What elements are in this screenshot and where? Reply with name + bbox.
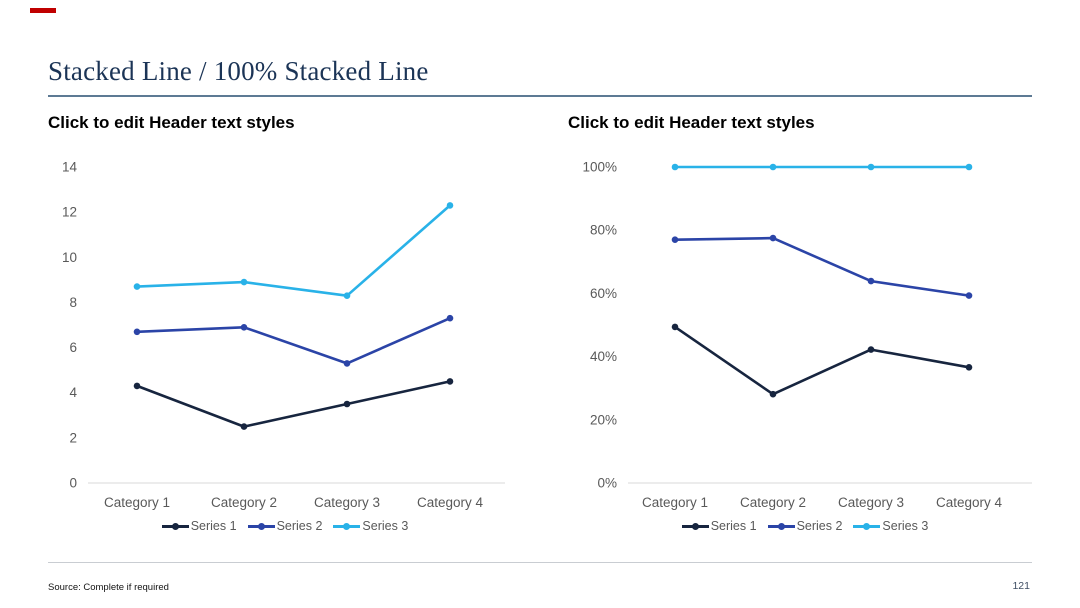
legend-label: Series 2 — [276, 519, 323, 533]
data-point-marker[interactable] — [446, 202, 454, 209]
y-axis-tick-label: 80% — [590, 223, 617, 238]
data-point-marker[interactable] — [867, 277, 875, 285]
y-axis-tick-label: 8 — [69, 295, 77, 310]
legend-line-marker-icon — [767, 522, 795, 530]
data-point-marker[interactable] — [769, 163, 777, 171]
data-point-marker[interactable] — [867, 346, 875, 353]
data-point-marker[interactable] — [446, 378, 454, 385]
legend-item-series-2[interactable]: Series 2 — [767, 519, 843, 533]
series-line-2[interactable] — [673, 236, 971, 297]
y-axis-tick-label: 6 — [69, 340, 77, 355]
y-axis-tick-label: 4 — [69, 385, 77, 400]
legend-line-marker-icon — [853, 522, 881, 530]
data-point-marker[interactable] — [965, 292, 973, 299]
legend-label: Series 1 — [190, 519, 237, 533]
data-point-marker[interactable] — [965, 364, 973, 371]
legend-item-series-2[interactable]: Series 2 — [247, 519, 323, 533]
y-axis-tick-label: 0 — [69, 476, 77, 491]
chart-legend: Series 1 Series 2 Series 3 — [560, 519, 1050, 533]
data-point-marker[interactable] — [240, 423, 248, 430]
legend-line-marker-icon — [681, 522, 709, 530]
data-point-marker[interactable] — [769, 234, 777, 242]
percent-stacked-line-chart[interactable]: 0% 20% 40% 60% 80% 100% Category 1 Category 2 Ca… — [560, 150, 1050, 520]
accent-dash — [30, 8, 56, 13]
x-axis-category-label: Category 3 — [314, 495, 380, 510]
data-point-marker[interactable] — [343, 292, 351, 299]
y-axis-tick-label: 0% — [597, 476, 617, 491]
x-axis-category-label: Category 4 — [417, 495, 484, 510]
legend-label: Series 3 — [882, 519, 929, 533]
footer-divider — [48, 562, 1032, 563]
data-point-marker[interactable] — [769, 390, 777, 398]
chart-header-placeholder[interactable]: Click to edit Header text styles — [568, 113, 815, 132]
series-line-2[interactable] — [135, 316, 452, 365]
data-point-marker[interactable] — [671, 163, 679, 171]
legend-line-marker-icon — [161, 522, 189, 530]
data-point-marker[interactable] — [133, 328, 141, 336]
data-point-marker[interactable] — [343, 400, 351, 408]
data-point-marker[interactable] — [343, 360, 351, 367]
y-axis-tick-label: 14 — [62, 160, 78, 175]
data-point-marker[interactable] — [133, 283, 141, 290]
title-underline — [48, 95, 1032, 97]
y-axis-tick-label: 2 — [69, 430, 77, 445]
legend-label: Series 2 — [796, 519, 843, 533]
legend-label: Series 3 — [362, 519, 409, 533]
stacked-line-chart[interactable]: 0 2 4 6 8 10 12 14 Category 1 Category 2 Category … — [40, 150, 530, 520]
data-point-marker[interactable] — [671, 236, 679, 243]
page-number: 121 — [1012, 580, 1030, 592]
chart-legend: Series 1 Series 2 Series 3 — [40, 519, 530, 533]
legend-item-series-3[interactable]: Series 3 — [333, 519, 408, 533]
data-point-marker[interactable] — [446, 314, 454, 322]
y-axis-tick-label: 12 — [62, 205, 77, 220]
legend-item-series-1[interactable]: Series 1 — [681, 519, 757, 533]
legend-item-series-1[interactable]: Series 1 — [161, 519, 237, 533]
x-axis-category-label: Category 1 — [104, 495, 170, 510]
data-point-marker[interactable] — [671, 323, 679, 331]
y-axis-tick-label: 100% — [582, 160, 617, 175]
percent-stacked-line-chart-panel: Click to edit Header text styles 0% 20% 40… — [560, 110, 1050, 560]
y-axis-tick-label: 40% — [590, 349, 617, 364]
data-point-marker[interactable] — [867, 163, 875, 171]
x-axis-category-label: Category 2 — [211, 495, 277, 510]
legend-item-series-3[interactable]: Series 3 — [853, 519, 928, 533]
data-point-marker[interactable] — [965, 163, 973, 171]
data-point-marker[interactable] — [240, 324, 248, 331]
x-axis-category-label: Category 2 — [740, 495, 806, 510]
source-placeholder[interactable]: Source: Complete if required — [48, 582, 169, 593]
x-axis-category-label: Category 3 — [838, 495, 904, 510]
x-axis-category-label: Category 1 — [642, 495, 708, 510]
slide-title[interactable]: Stacked Line / 100% Stacked Line — [48, 56, 429, 86]
chart-header-placeholder[interactable]: Click to edit Header text styles — [48, 113, 295, 132]
legend-line-marker-icon — [333, 522, 361, 530]
x-axis-category-label: Category 4 — [936, 495, 1003, 510]
stacked-line-chart-panel: Click to edit Header text styles 0 2 4 6 8 10… — [40, 110, 530, 560]
y-axis-tick-label: 10 — [62, 250, 77, 265]
series-line-1[interactable] — [673, 325, 971, 396]
data-point-marker[interactable] — [133, 382, 141, 390]
series-line-3[interactable] — [135, 204, 452, 297]
series-line-1[interactable] — [135, 380, 452, 428]
data-point-marker[interactable] — [240, 278, 248, 286]
y-axis-tick-label: 20% — [590, 412, 617, 427]
legend-line-marker-icon — [247, 522, 275, 530]
y-axis-tick-label: 60% — [590, 286, 617, 301]
legend-label: Series 1 — [710, 519, 757, 533]
